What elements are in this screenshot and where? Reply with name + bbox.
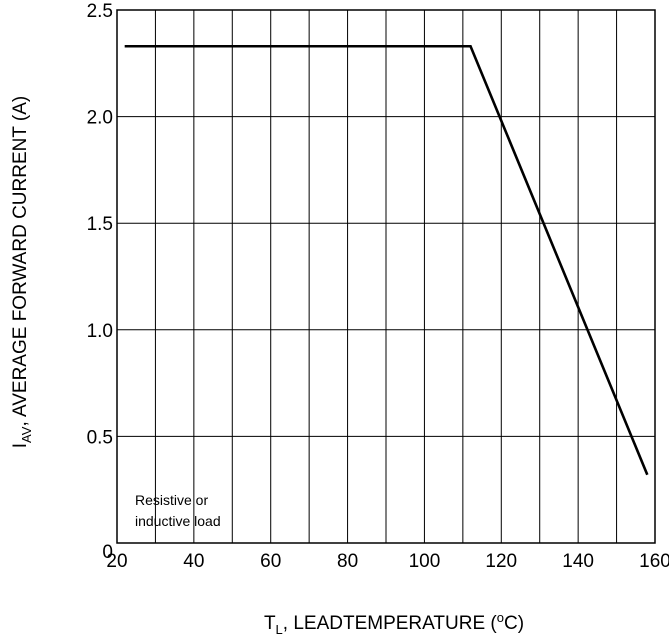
x-tick-label: 100: [409, 551, 441, 572]
series-layer: [124, 44, 649, 476]
y-tick-label: 1.5: [87, 214, 113, 235]
x-tick-label: 40: [183, 551, 204, 572]
grid: [116, 9, 656, 544]
y-tick-label: 0.5: [87, 427, 113, 448]
annotation-line-2: inductive load: [135, 513, 221, 529]
x-axis-title: TL, LEADTEMPERATURE (oC): [264, 610, 524, 637]
y-tick-label: 1.0: [87, 321, 113, 342]
x-tick-label: 140: [562, 551, 594, 572]
y-tick-label: 2.5: [87, 1, 113, 22]
x-tick-label: 20: [106, 551, 127, 572]
series-line-0: [124, 44, 649, 476]
plot-frame: [116, 9, 656, 544]
y-tick-label: 2.0: [87, 108, 113, 129]
x-tick-label: 160: [639, 551, 669, 572]
x-tick-label: 60: [260, 551, 281, 572]
y-axis-title: IAV, AVERAGE FORWARD CURRENT (A): [10, 96, 34, 448]
x-tick-label: 120: [485, 551, 517, 572]
y-tick-label: 0: [102, 542, 113, 563]
x-tick-label: 80: [337, 551, 358, 572]
tick-labels: 20 40 60 80 100 120 140 160 0 0.5 1.0 1.5 2.0 2.5: [87, 1, 669, 572]
annotation-line-1: Resistive or: [135, 492, 208, 508]
